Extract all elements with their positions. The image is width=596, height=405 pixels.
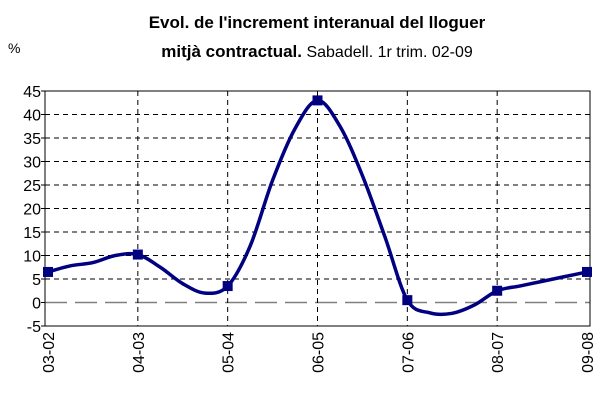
plot-frame [44, 90, 591, 327]
x-tick-label: 04-03 [131, 332, 148, 373]
y-tick-label: 20 [23, 202, 41, 219]
x-tick-label: 06-05 [311, 332, 328, 373]
point-marker [402, 295, 413, 306]
point-marker [582, 266, 592, 277]
chart-title: Evol. de l'increment interanual del llog… [149, 13, 486, 32]
y-tick-label: 40 [23, 108, 41, 125]
point-marker [43, 266, 53, 277]
chart-title: mitjà contractual. [161, 42, 302, 61]
x-tick-label: 07-06 [400, 332, 417, 373]
chart-title-line: mitjà contractual. Sabadell. 1r trim. 02… [161, 42, 473, 61]
y-tick-label: 15 [23, 225, 41, 242]
y-tick-label: 5 [32, 272, 41, 289]
y-tick-label: 35 [23, 131, 41, 148]
y-tick-label: 25 [23, 178, 41, 195]
y-axis-label: % [8, 40, 20, 56]
y-tick-label: -5 [27, 319, 41, 336]
point-marker [222, 281, 233, 292]
y-tick-label: 30 [23, 155, 41, 172]
point-marker [132, 249, 143, 260]
point-marker [492, 285, 503, 296]
x-tick-label: 08-07 [490, 332, 507, 373]
y-tick-label: 45 [23, 84, 41, 101]
x-tick-label: 03-02 [41, 332, 58, 373]
point-marker [312, 95, 323, 106]
x-tick-label: 05-04 [221, 332, 238, 373]
y-tick-label: 10 [23, 249, 41, 266]
chart-subtitle: Sabadell. 1r trim. 02-09 [306, 44, 472, 61]
x-tick-label: 09-08 [580, 332, 596, 373]
y-tick-label: 0 [32, 296, 41, 313]
